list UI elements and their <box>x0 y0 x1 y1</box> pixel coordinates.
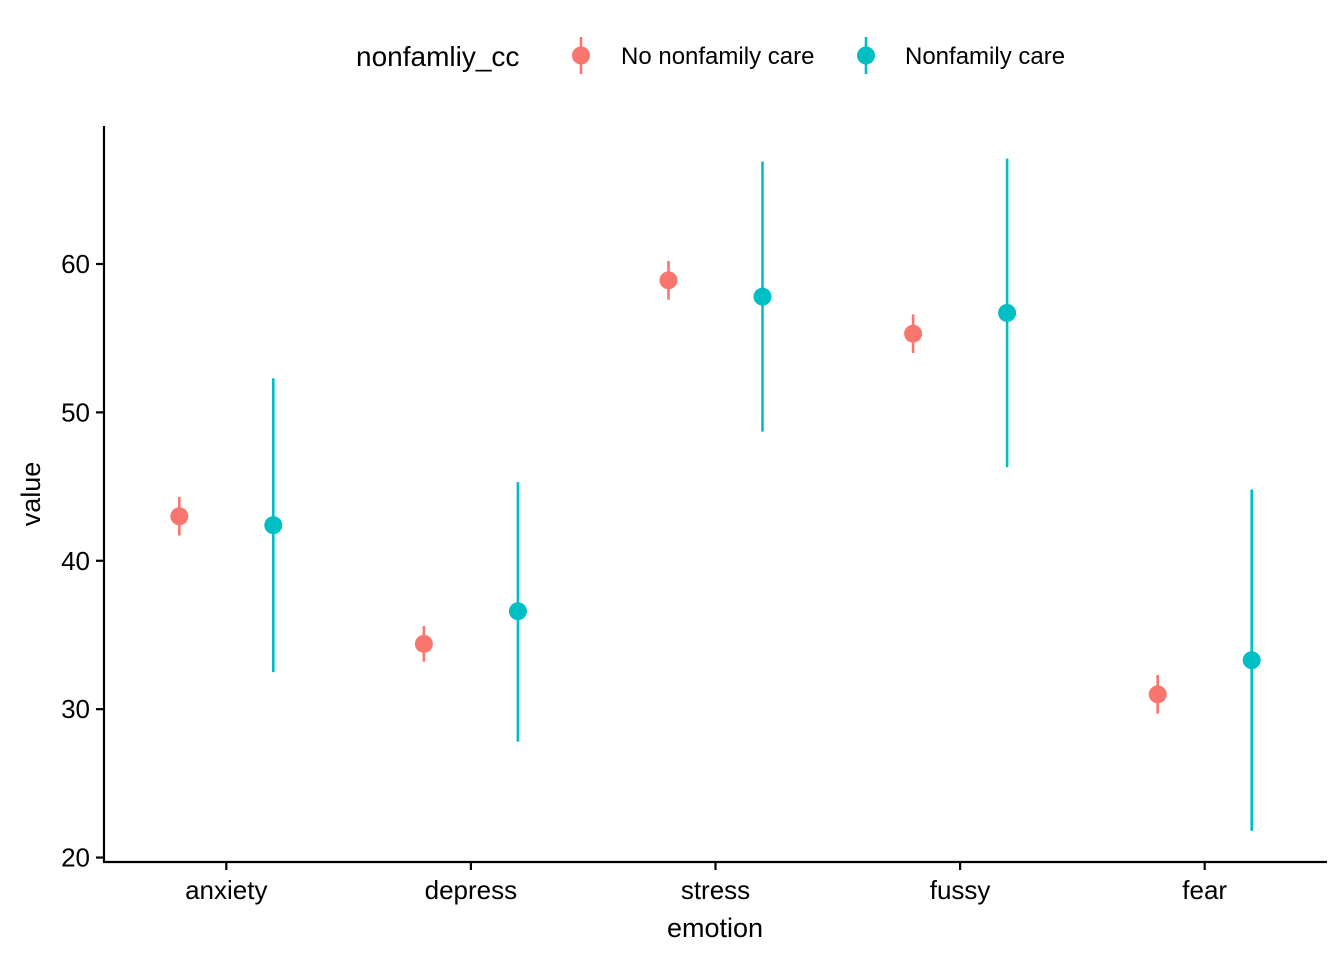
legend-title: nonfamliy_cc <box>356 41 519 72</box>
legend-item-1: Nonfamily care <box>857 37 1065 74</box>
data-point <box>1242 651 1261 670</box>
data-point <box>753 287 772 306</box>
data-point <box>659 271 678 290</box>
legend-key-point <box>572 46 590 65</box>
plot-area: 20 30 40 50 60 anxiety depress stress fussy fear <box>61 126 1327 905</box>
legend-label: Nonfamily care <box>905 43 1065 70</box>
x-tick-label-fussy: fussy <box>930 875 991 905</box>
x-tick-label-anxiety: anxiety <box>185 875 267 905</box>
y-tick-label: 40 <box>61 546 90 576</box>
legend-label: No nonfamily care <box>621 43 814 70</box>
data-point <box>904 324 923 343</box>
series-1 <box>264 158 1261 831</box>
x-axis-title: emotion <box>667 913 763 943</box>
data-point <box>170 507 189 526</box>
legend: nonfamliy_cc No nonfamily care Nonfamily … <box>356 37 1065 74</box>
x-tick-label-stress: stress <box>681 875 750 905</box>
y-tick-label: 60 <box>61 249 90 279</box>
y-tick-label: 20 <box>61 843 90 873</box>
legend-key-point <box>857 46 875 65</box>
data-point <box>414 634 433 653</box>
series-0 <box>170 261 1167 714</box>
data-point <box>998 303 1017 322</box>
legend-item-0: No nonfamily care <box>572 37 814 74</box>
data-point <box>508 602 527 621</box>
y-tick-label: 30 <box>61 694 90 724</box>
y-axis-title: value <box>16 462 46 527</box>
x-tick-label-fear: fear <box>1182 875 1227 905</box>
data-point <box>1148 685 1167 704</box>
y-tick-label: 50 <box>61 397 90 427</box>
x-tick-label-depress: depress <box>425 875 518 905</box>
data-point <box>264 516 283 535</box>
